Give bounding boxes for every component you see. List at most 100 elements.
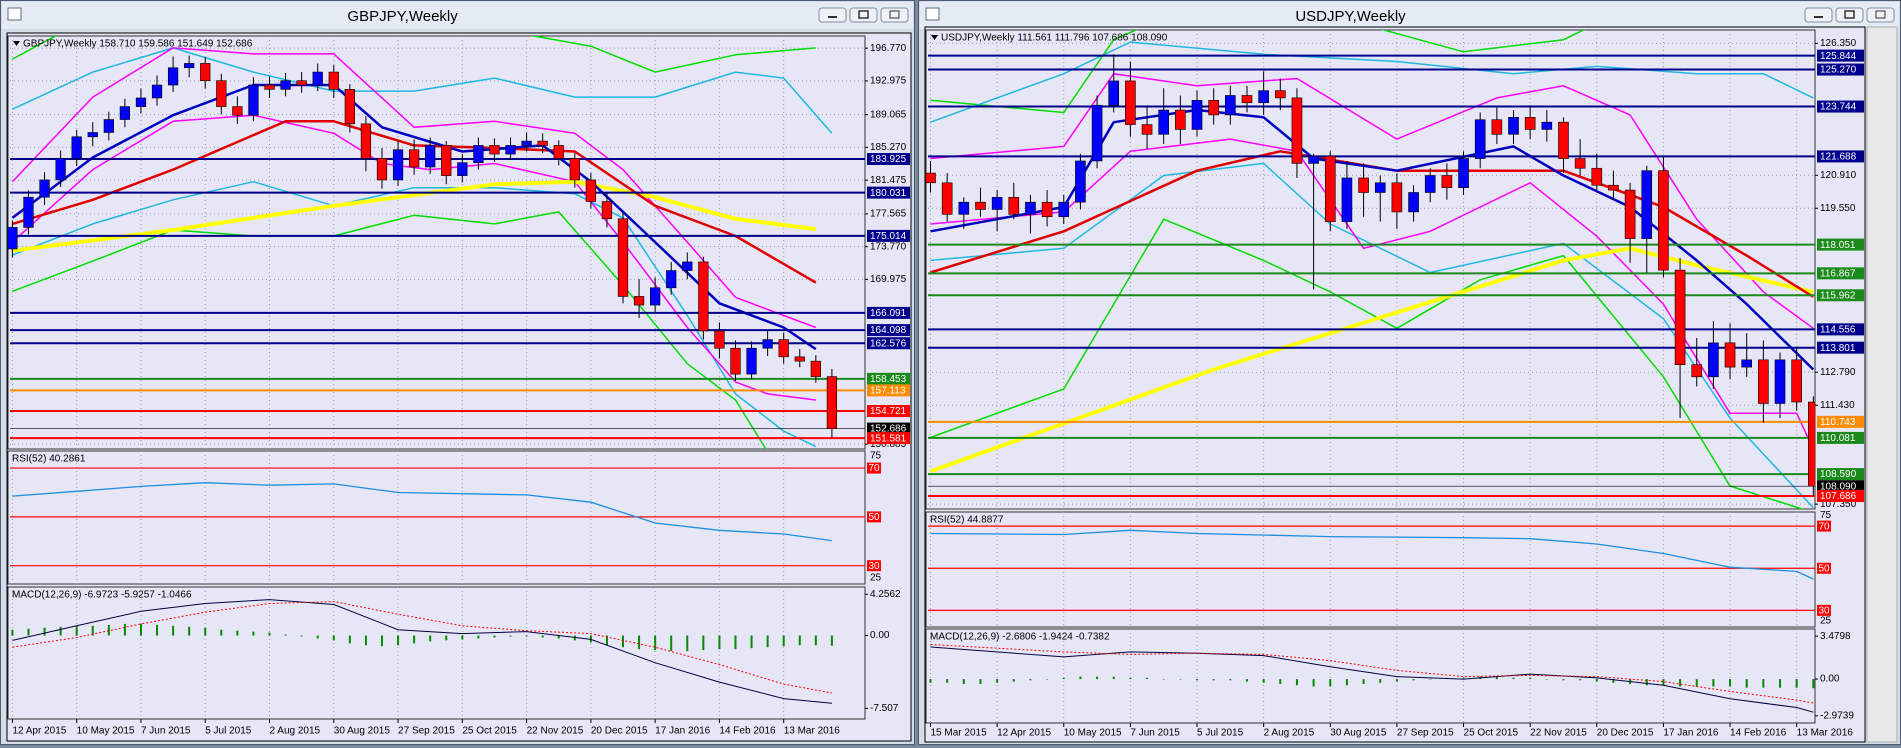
y-tick-label: 112.790 [1820, 367, 1856, 378]
macd-bar [1595, 679, 1598, 682]
level-label-box [867, 405, 910, 418]
candle-body [975, 201, 986, 210]
macd-bar [1429, 679, 1432, 680]
rsi-tick-label: 75 [870, 451, 882, 462]
candle-body [698, 261, 709, 332]
macd-bar [814, 635, 817, 646]
x-tick-label: 22 Nov 2015 [1530, 728, 1587, 739]
macd-bar [43, 627, 46, 636]
macd-bar [1245, 679, 1248, 682]
window-title: USDJPY,Weekly [1295, 8, 1406, 25]
macd-bar [1079, 676, 1082, 680]
y-tick-label: 181.475 [870, 175, 907, 186]
x-tick-label: 25 Oct 2015 [462, 726, 517, 737]
level-label: 121.688 [1820, 152, 1857, 163]
candle-body [1458, 158, 1469, 188]
level-label: 107.686 [1820, 491, 1857, 502]
candle-body [1658, 170, 1669, 271]
macd-bar [75, 625, 78, 636]
rsi-label: RSI(52) 44.8877 [930, 515, 1004, 526]
x-tick-label: 30 Aug 2015 [334, 726, 391, 737]
level-label-box [1817, 150, 1864, 163]
candle-body [119, 106, 131, 120]
candle-body [1125, 80, 1136, 125]
level-label-box [1817, 490, 1864, 503]
candle-body [167, 67, 179, 86]
macd-bar [220, 629, 223, 636]
macd-bar [123, 623, 126, 636]
window-button[interactable] [849, 7, 878, 23]
window-button[interactable] [818, 7, 847, 23]
candle-body [1741, 359, 1753, 368]
macd-bar [1529, 677, 1532, 680]
window-button[interactable] [1835, 7, 1864, 23]
window-button[interactable] [880, 7, 909, 23]
macd-bar [107, 624, 110, 636]
x-tick-label: 14 Feb 2016 [719, 726, 776, 737]
header-arrow [931, 35, 938, 40]
x-tick-label: 2 Aug 2015 [270, 726, 321, 737]
macd-line [930, 644, 1814, 704]
candle-body [360, 123, 372, 159]
macd-bar [429, 635, 432, 642]
level-label: 113.801 [1820, 343, 1856, 354]
macd-bar [1779, 679, 1782, 688]
rsi-level-box [867, 462, 881, 474]
rsi-label: RSI(52) 40.2861 [12, 454, 86, 465]
macd-bar [1645, 679, 1648, 686]
candle-body [1075, 160, 1086, 203]
macd-bar [461, 635, 464, 640]
macd-bar [541, 635, 544, 638]
candle-body [296, 80, 307, 86]
macd-bar [1262, 679, 1265, 683]
candle-body [666, 270, 677, 289]
candle-body [714, 330, 725, 349]
candle-body [344, 89, 355, 125]
window-button[interactable] [1866, 7, 1895, 23]
rsi-level-label: 70 [1819, 521, 1831, 532]
macd-bar [605, 635, 608, 646]
macd-bar [300, 635, 303, 637]
window-button[interactable] [1804, 7, 1833, 23]
indicator-line [930, 41, 1814, 123]
level-label-box [867, 422, 910, 435]
candle-body [1808, 401, 1815, 487]
candle-body [1341, 177, 1353, 222]
scrollbar[interactable] [1866, 26, 1898, 743]
candle-body [135, 97, 147, 107]
macd-bar [413, 635, 416, 644]
indicator-line [12, 180, 817, 448]
candle-body [1758, 359, 1769, 404]
level-label-box [1817, 341, 1864, 354]
y-tick-label: 185.270 [870, 142, 907, 153]
candle-body [1708, 342, 1719, 378]
level-label: 114.556 [1820, 325, 1856, 336]
macd-bar [1362, 679, 1365, 685]
candle-body [585, 179, 596, 202]
macd-bar [1345, 679, 1348, 686]
level-label-box [867, 432, 910, 445]
x-tick-label: 10 May 2015 [1064, 728, 1122, 739]
level-label-box [867, 306, 910, 319]
candle-body [826, 376, 838, 429]
level-label-box [1817, 323, 1864, 336]
level-label: 123.744 [1820, 102, 1857, 113]
candle-body [425, 145, 436, 168]
x-tick-label: 27 Sep 2015 [398, 726, 455, 737]
macd-bar [766, 635, 769, 648]
candle-body [232, 106, 243, 116]
indicator-line [12, 179, 817, 253]
macd-bar [1612, 679, 1615, 683]
candle-body [1508, 117, 1519, 135]
level-label-box [867, 153, 910, 166]
panel-group [928, 525, 1815, 611]
candle-body [1591, 167, 1603, 186]
window-button-icon [1844, 10, 1855, 19]
macd-bar [397, 635, 400, 646]
candle-body [1691, 364, 1703, 378]
macd-bar [1162, 679, 1165, 680]
macd-bar [686, 635, 689, 652]
indicator-line [929, 246, 1814, 474]
macd-bar [1579, 679, 1582, 681]
candle-body [441, 145, 452, 176]
